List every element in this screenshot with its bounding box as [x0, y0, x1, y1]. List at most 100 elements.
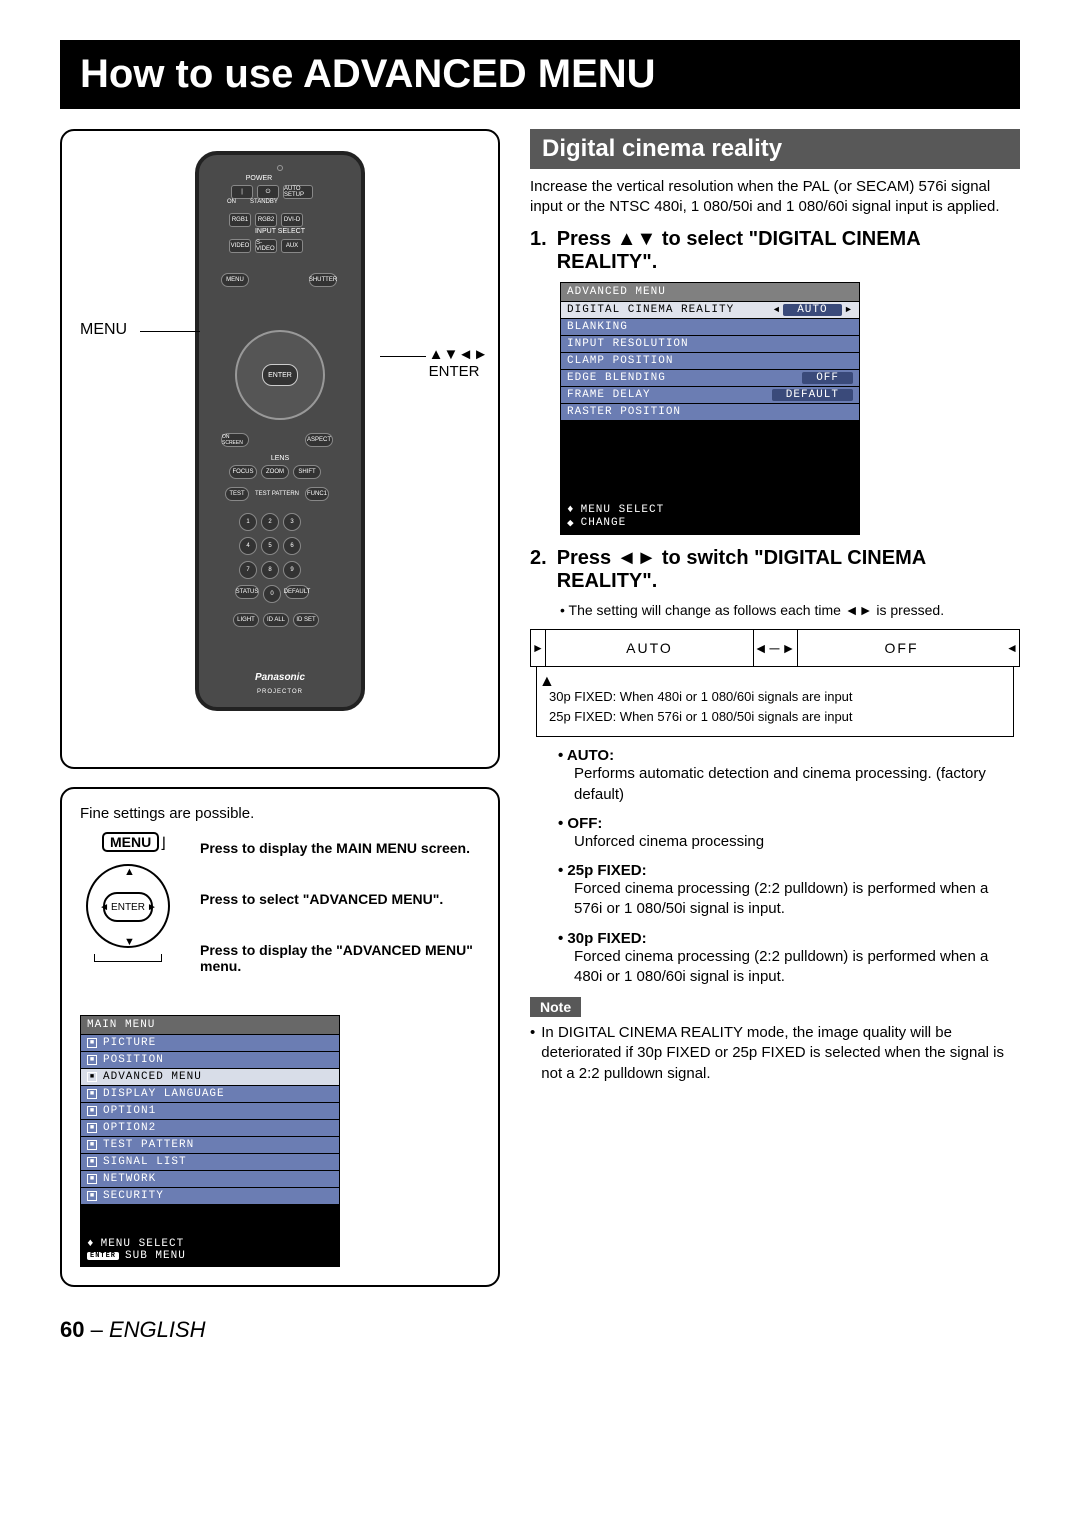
func1-button: FUNC1 [305, 487, 329, 501]
leftright-icon: ◆ [567, 516, 575, 530]
callout-arrows: ▲▼◄► [429, 346, 488, 363]
num-3: 3 [283, 513, 301, 531]
idset-button: ID SET [293, 613, 319, 627]
footer-change: CHANGE [581, 517, 627, 529]
dpad: ENTER [235, 330, 325, 420]
adv-menu-row: FRAME DELAYDEFAULT [561, 386, 859, 403]
num-6: 6 [283, 537, 301, 555]
callout-enter-text: ENTER [429, 363, 480, 380]
enter-button: ENTER [262, 364, 298, 386]
light-button: LIGHT [233, 613, 259, 627]
cycle-line1: 30p FIXED: When 480i or 1 080/60i signal… [549, 687, 1001, 707]
step-1-num: 1. [530, 228, 547, 274]
enter-tag: ENTER [87, 1252, 119, 1260]
page-title: How to use ADVANCED MENU [60, 40, 1020, 109]
footer-dash: – [84, 1317, 108, 1342]
advanced-menu-mock: ADVANCED MENU DIGITAL CINEMA REALITY◄AUT… [560, 282, 860, 535]
remote-panel: POWER | ⏻ AUTO SETUP ON STANDBY RGB1 RGB… [60, 129, 500, 769]
footer-sub: SUB MENU [125, 1250, 186, 1262]
language-label: ENGLISH [109, 1317, 206, 1342]
adv-menu-row: CLAMP POSITION [561, 352, 859, 369]
adv-menu-row: DIGITAL CINEMA REALITY◄AUTO► [561, 301, 859, 318]
adv-menu-row: RASTER POSITION [561, 403, 859, 420]
menu-row: ■SECURITY [81, 1187, 339, 1204]
svideo-button: S-VIDEO [255, 239, 277, 253]
option-definitions: • AUTO:Performs automatic detection and … [558, 747, 1020, 987]
menu-badge: MENU [102, 832, 159, 852]
option-item: • 25p FIXED:Forced cinema processing (2:… [558, 862, 1020, 920]
step-2-num: 2. [530, 547, 547, 593]
footer-select: MENU SELECT [581, 504, 665, 516]
menu-row: ■SIGNAL LIST [81, 1153, 339, 1170]
aspect-button: ASPECT [305, 433, 333, 447]
page-footer: 60 – ENGLISH [60, 1317, 1020, 1343]
num-8: 8 [261, 561, 279, 579]
lens-label: LENS [199, 455, 361, 462]
idall-button: ID ALL [263, 613, 289, 627]
updown-icon: ♦ [567, 504, 575, 516]
num-0: 0 [263, 585, 281, 603]
video-button: VIDEO [229, 239, 251, 253]
intro-text: Increase the vertical resolution when th… [530, 177, 1020, 218]
adv-menu-row: EDGE BLENDINGOFF [561, 369, 859, 386]
num-1: 1 [239, 513, 257, 531]
option-item: • 30p FIXED:Forced cinema processing (2:… [558, 930, 1020, 988]
menu-row: ■OPTION1 [81, 1102, 339, 1119]
focus-button: FOCUS [229, 465, 257, 479]
num-5: 5 [261, 537, 279, 555]
menu-row: ■POSITION [81, 1051, 339, 1068]
step-2-heading: 2. Press ◄► to switch "DIGITAL CINEMA RE… [530, 547, 1020, 593]
standby-label: STANDBY [250, 199, 278, 205]
cycle-line2: 25p FIXED: When 576i or 1 080/50i signal… [549, 707, 1001, 727]
enter-badge: ◄ ENTER ► [103, 892, 153, 922]
control-diagram: MENU ⌋ ◄ ENTER ► ▲ ▼ [80, 832, 180, 982]
step-2-text: Press ◄► to switch "DIGITAL CINEMA REALI… [557, 547, 1020, 593]
step-1-heading: 1. Press ▲▼ to select "DIGITAL CINEMA RE… [530, 228, 1020, 274]
note-block: Note •In DIGITAL CINEMA REALITY mode, th… [530, 997, 1020, 1084]
test-pattern-label: TEST PATTERN [253, 491, 301, 497]
num-9: 9 [283, 561, 301, 579]
main-menu-mock: MAIN MENU ■PICTURE■POSITION■ADVANCED MEN… [80, 1015, 340, 1267]
fine-step-3: Press to display the "ADVANCED MENU" men… [200, 942, 480, 976]
fine-heading: Fine settings are possible. [80, 805, 480, 822]
brand-label: Panasonic [199, 672, 361, 683]
dvid-button: DVI-D [281, 213, 303, 227]
input-select-label: INPUT SELECT [199, 228, 361, 235]
note-tag: Note [530, 997, 581, 1017]
fine-step-1: Press to display the MAIN MENU screen. [200, 840, 480, 857]
menu-row: ■DISPLAY LANGUAGE [81, 1085, 339, 1102]
onscreen-button: ON SCREEN [221, 433, 249, 447]
adv-menu-row: BLANKING [561, 318, 859, 335]
option-item: • AUTO:Performs automatic detection and … [558, 747, 1020, 805]
menu-row: ■NETWORK [81, 1170, 339, 1187]
cycle-auto: AUTO [545, 630, 753, 666]
default-button: DEFAULT [285, 585, 309, 599]
num-2: 2 [261, 513, 279, 531]
step-1-text: Press ▲▼ to select "DIGITAL CINEMA REALI… [557, 228, 1020, 274]
num-4: 4 [239, 537, 257, 555]
on-label: ON [227, 199, 236, 205]
step-2-sub: • The setting will change as follows eac… [560, 601, 1020, 620]
callout-menu: MENU [80, 321, 127, 339]
rgb1-button: RGB1 [229, 213, 251, 227]
shift-button: SHIFT [293, 465, 321, 479]
num-7: 7 [239, 561, 257, 579]
cycle-arrow-in-left: ► [531, 630, 545, 666]
left-column: POWER | ⏻ AUTO SETUP ON STANDBY RGB1 RGB… [60, 129, 500, 1287]
menu-row: ■PICTURE [81, 1034, 339, 1051]
main-menu-title: MAIN MENU [81, 1016, 339, 1034]
content-columns: POWER | ⏻ AUTO SETUP ON STANDBY RGB1 RGB… [60, 129, 1020, 1287]
adv-menu-row: INPUT RESOLUTION [561, 335, 859, 352]
menu-row: ■ADVANCED MENU [81, 1068, 339, 1085]
remote-illustration: POWER | ⏻ AUTO SETUP ON STANDBY RGB1 RGB… [195, 151, 365, 711]
cycle-arrow-out-right: ◄ [1005, 630, 1019, 666]
option-cycle: ► AUTO ◄─► OFF ◄ ▲ 30p FIXED: When 480i … [530, 629, 1020, 737]
page-number: 60 [60, 1317, 84, 1342]
section-title: Digital cinema reality [530, 129, 1020, 169]
option-item: • OFF:Unforced cinema processing [558, 815, 1020, 852]
fine-steps: Press to display the MAIN MENU screen. P… [200, 832, 480, 1009]
menu-row: ■TEST PATTERN [81, 1136, 339, 1153]
auto-setup-button: AUTO SETUP [283, 185, 313, 199]
subbrand-label: PROJECTOR [199, 689, 361, 695]
updown-icon: ♦ [87, 1238, 95, 1250]
